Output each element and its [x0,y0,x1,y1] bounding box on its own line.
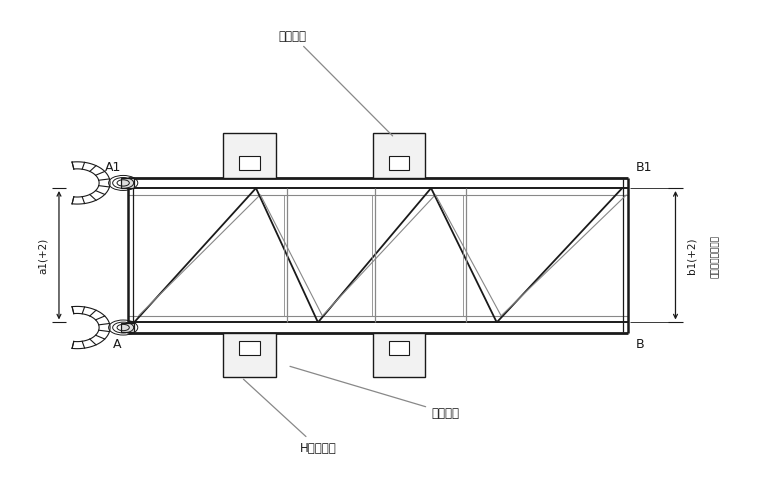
Text: 保证锂管中心距离: 保证锂管中心距离 [711,234,720,277]
Bar [372,333,426,378]
Bar [389,156,409,170]
Text: a1(+2): a1(+2) [38,238,48,274]
Bar [121,179,134,188]
Text: A1: A1 [105,161,121,174]
Text: B: B [635,338,644,351]
Text: A: A [112,338,121,351]
Bar [121,323,134,332]
Text: B1: B1 [635,161,652,174]
Text: 固定挡块: 固定挡块 [278,30,393,137]
Bar [239,156,260,170]
Bar [389,341,409,355]
Text: 固定樣子: 固定樣子 [290,366,459,419]
Bar [239,341,260,355]
Text: b1(+2): b1(+2) [686,238,696,274]
Text: H型锂垫件: H型锂垫件 [243,379,337,454]
Bar [223,134,276,179]
Bar [223,333,276,378]
Bar [372,134,426,179]
